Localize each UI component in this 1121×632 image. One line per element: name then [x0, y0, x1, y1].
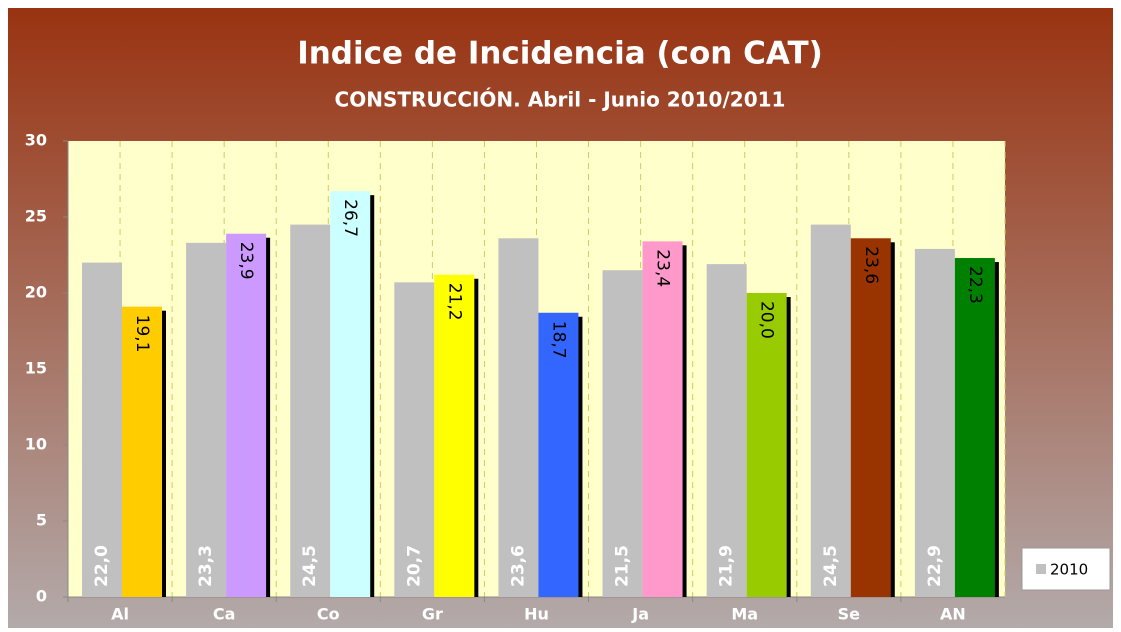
chart-title: Indice de Incidencia (con CAT) [297, 36, 823, 72]
value-label: 18,7 [548, 321, 568, 359]
value-label: 26,7 [340, 199, 360, 237]
bar [330, 191, 371, 597]
value-label: 24,5 [821, 545, 841, 587]
value-label: 22,9 [925, 545, 945, 587]
bar [602, 270, 643, 597]
bar [954, 258, 995, 597]
bar [914, 248, 955, 598]
bar [746, 293, 787, 597]
bar [538, 312, 579, 597]
y-tick-label: 5 [36, 511, 47, 530]
bar [850, 238, 891, 597]
y-tick-label: 20 [25, 283, 47, 302]
bar [394, 282, 435, 597]
x-tick-label: Ja [631, 605, 649, 624]
value-label: 23,9 [236, 242, 256, 280]
x-tick-label: Ma [731, 605, 758, 624]
bar [226, 233, 267, 597]
x-tick-label: Co [317, 605, 340, 624]
value-label: 20,0 [757, 301, 777, 339]
value-label: 21,9 [717, 545, 737, 587]
x-tick-label: Gr [422, 605, 443, 624]
value-label: 22,0 [92, 545, 112, 587]
y-tick-label: 25 [25, 207, 47, 226]
value-label: 23,4 [653, 249, 673, 287]
y-tick-label: 15 [25, 359, 47, 378]
bar [434, 274, 475, 597]
bar [642, 241, 683, 597]
bar [810, 224, 851, 597]
value-label: 23,3 [196, 545, 216, 587]
value-label: 20,7 [404, 545, 424, 587]
bar [290, 224, 331, 597]
chart-subtitle: CONSTRUCCIÓN. Abril - Junio 2010/2011 [335, 88, 786, 112]
value-label: 19,1 [132, 315, 152, 353]
y-tick-label: 0 [36, 587, 47, 606]
x-tick-label: Hu [524, 605, 549, 624]
value-label: 23,6 [508, 545, 528, 587]
legend-swatch [1036, 564, 1046, 574]
bar [498, 238, 539, 597]
x-tick-label: Se [838, 605, 861, 624]
bar [82, 262, 122, 597]
x-tick-label: Al [111, 605, 129, 624]
bar [122, 306, 162, 597]
x-tick-label: Ca [213, 605, 236, 624]
legend-label: 2010 [1050, 561, 1088, 579]
x-tick-label: AN [940, 605, 966, 624]
value-label: 21,5 [613, 545, 633, 587]
bar [706, 264, 747, 597]
y-tick-label: 10 [25, 435, 47, 454]
value-label: 24,5 [300, 545, 320, 587]
bar [186, 242, 227, 597]
value-label: 21,2 [444, 283, 464, 321]
y-tick-label: 30 [25, 131, 47, 150]
value-label: 23,6 [861, 246, 881, 284]
value-label: 22,3 [965, 266, 985, 304]
